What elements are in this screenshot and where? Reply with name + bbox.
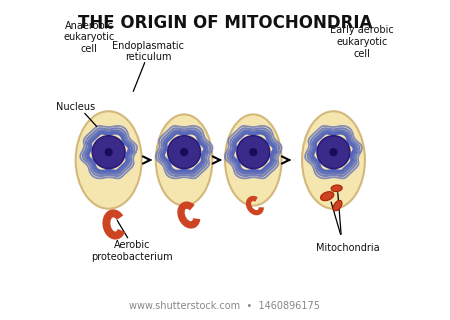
Ellipse shape: [329, 148, 338, 156]
Text: Nucleus: Nucleus: [56, 101, 95, 112]
Ellipse shape: [320, 192, 334, 201]
Ellipse shape: [331, 185, 342, 192]
Ellipse shape: [104, 148, 113, 156]
Ellipse shape: [76, 111, 142, 209]
Text: Aerobic
proteobacterium: Aerobic proteobacterium: [91, 240, 173, 262]
Ellipse shape: [237, 136, 270, 169]
Ellipse shape: [249, 148, 257, 156]
Ellipse shape: [317, 136, 350, 169]
Ellipse shape: [302, 111, 365, 209]
Ellipse shape: [225, 115, 282, 205]
Text: www.shutterstock.com  •  1460896175: www.shutterstock.com • 1460896175: [130, 301, 320, 311]
Ellipse shape: [180, 148, 188, 156]
Text: THE ORIGIN OF MITOCHONDRIA: THE ORIGIN OF MITOCHONDRIA: [78, 14, 372, 32]
Text: Early aerobic
eukaryotic
cell: Early aerobic eukaryotic cell: [330, 26, 394, 59]
Text: Anaerobic
eukaryotic
cell: Anaerobic eukaryotic cell: [63, 21, 115, 54]
Ellipse shape: [92, 136, 125, 169]
Text: Mitochondria: Mitochondria: [316, 243, 379, 253]
Ellipse shape: [156, 115, 212, 205]
Ellipse shape: [333, 200, 342, 211]
Ellipse shape: [168, 136, 200, 169]
Text: Endoplasmatic
reticulum: Endoplasmatic reticulum: [112, 41, 184, 62]
